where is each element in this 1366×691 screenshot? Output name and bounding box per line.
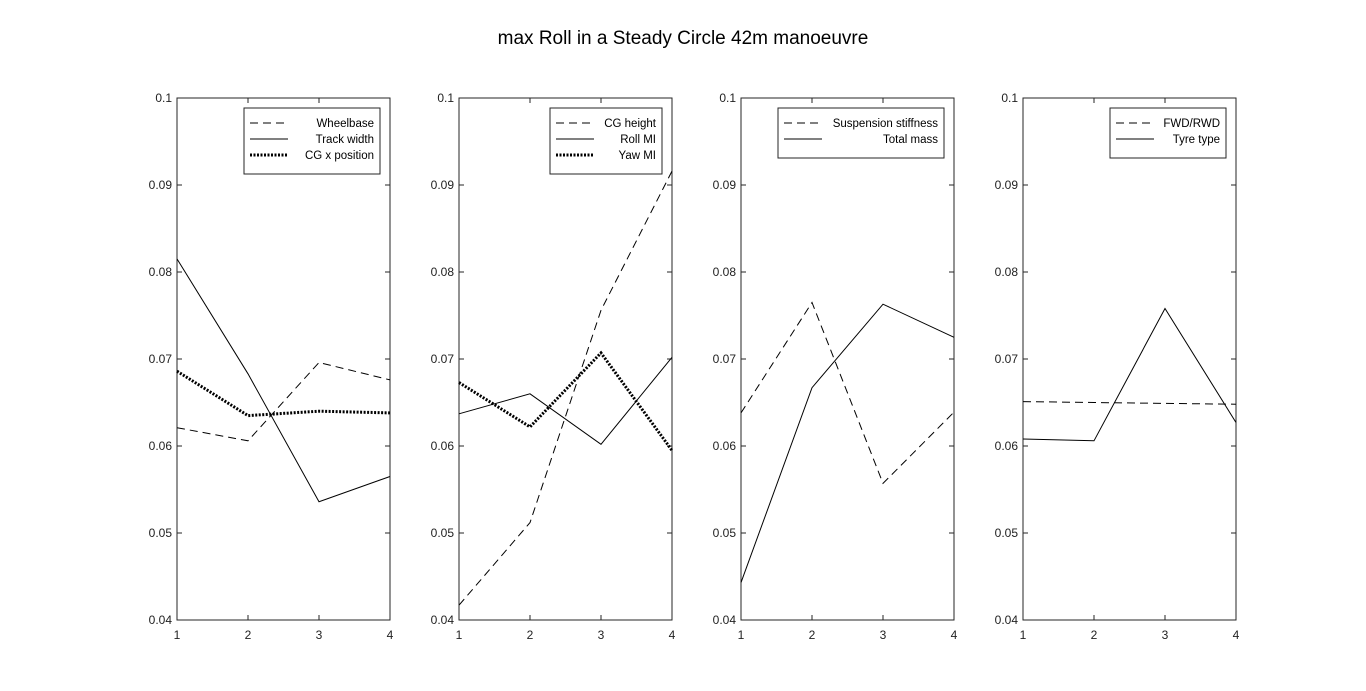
series-line-1 bbox=[740, 301, 955, 485]
x-tick-label: 2 bbox=[527, 628, 534, 642]
x-tick-label: 3 bbox=[1162, 628, 1169, 642]
legend-label: Tyre type bbox=[1173, 134, 1220, 146]
legend: Suspension stiffness Total mass bbox=[777, 107, 945, 159]
y-tick-label: 0.08 bbox=[995, 265, 1019, 279]
x-tick-label: 3 bbox=[598, 628, 605, 642]
legend: Wheelbase Track width CG x position bbox=[243, 107, 381, 175]
legend-box bbox=[777, 107, 945, 159]
legend-box bbox=[1109, 107, 1227, 159]
series-line-1 bbox=[176, 361, 391, 442]
y-tick-label: 0.08 bbox=[713, 265, 737, 279]
series-line-2 bbox=[740, 303, 955, 583]
x-tick-label: 4 bbox=[669, 628, 676, 642]
x-tick-label: 1 bbox=[174, 628, 181, 642]
series-line-1 bbox=[458, 170, 673, 606]
series-line-3 bbox=[176, 369, 391, 418]
y-tick-label: 0.06 bbox=[431, 439, 455, 453]
y-tick-label: 0.09 bbox=[149, 178, 173, 192]
y-tick-label: 0.09 bbox=[713, 178, 737, 192]
legend-label: Wheelbase bbox=[316, 118, 374, 130]
y-tick-label: 0.1 bbox=[719, 91, 736, 105]
series-line-2 bbox=[1022, 307, 1237, 442]
figure-title: max Roll in a Steady Circle 42m manoeuvr… bbox=[498, 28, 869, 49]
y-tick-label: 0.1 bbox=[155, 91, 172, 105]
y-tick-label: 0.04 bbox=[149, 613, 173, 627]
y-tick-label: 0.07 bbox=[995, 352, 1019, 366]
legend-label: Roll MI bbox=[620, 134, 656, 146]
y-tick-label: 0.07 bbox=[149, 352, 173, 366]
legend-label: Track width bbox=[316, 134, 374, 146]
x-tick-label: 3 bbox=[880, 628, 887, 642]
legend: CG height Roll MI Yaw MI bbox=[549, 107, 663, 175]
subplot-4: 0.04 0.05 0.06 0.07 0.08 0.09 0.1 1 2 3 4 FWD/RWD Ty… bbox=[995, 91, 1240, 642]
x-tick-label: 1 bbox=[456, 628, 463, 642]
legend-box bbox=[549, 107, 663, 175]
y-tick-label: 0.09 bbox=[431, 178, 455, 192]
x-tick-label: 4 bbox=[951, 628, 958, 642]
x-tick-label: 4 bbox=[387, 628, 394, 642]
y-tick-label: 0.06 bbox=[995, 439, 1019, 453]
x-tick-label: 1 bbox=[738, 628, 745, 642]
y-tick-label: 0.06 bbox=[713, 439, 737, 453]
series-line-1 bbox=[1022, 401, 1237, 405]
x-tick-label: 2 bbox=[809, 628, 816, 642]
x-tick-label: 2 bbox=[1091, 628, 1098, 642]
subplot-2: 0.04 0.05 0.06 0.07 0.08 0.09 0.1 1 2 3 4 CG height… bbox=[431, 91, 676, 642]
series-line-3 bbox=[458, 350, 674, 452]
y-tick-label: 0.04 bbox=[995, 613, 1019, 627]
y-tick-label: 0.05 bbox=[431, 526, 455, 540]
x-tick-label: 1 bbox=[1020, 628, 1027, 642]
legend-label: CG x position bbox=[305, 150, 374, 162]
legend-label: Total mass bbox=[883, 134, 938, 146]
subplots: 0.04 0.05 0.06 0.07 0.08 0.09 0.1 1 2 3 4 Wheelbase… bbox=[149, 91, 1240, 642]
x-tick-label: 4 bbox=[1233, 628, 1240, 642]
y-tick-label: 0.05 bbox=[149, 526, 173, 540]
series-line-2 bbox=[176, 258, 391, 503]
y-tick-label: 0.07 bbox=[713, 352, 737, 366]
y-tick-label: 0.04 bbox=[713, 613, 737, 627]
subplot-1: 0.04 0.05 0.06 0.07 0.08 0.09 0.1 1 2 3 4 Wheelbase… bbox=[149, 91, 394, 642]
legend-box bbox=[243, 107, 381, 175]
y-tick-label: 0.09 bbox=[995, 178, 1019, 192]
y-tick-label: 0.08 bbox=[149, 265, 173, 279]
x-tick-label: 2 bbox=[245, 628, 252, 642]
y-tick-label: 0.05 bbox=[713, 526, 737, 540]
legend-label: Yaw MI bbox=[619, 150, 657, 162]
y-tick-label: 0.1 bbox=[437, 91, 454, 105]
legend-label: Suspension stiffness bbox=[833, 118, 939, 130]
legend-label: FWD/RWD bbox=[1163, 118, 1220, 130]
y-tick-label: 0.08 bbox=[431, 265, 455, 279]
legend-label: CG height bbox=[604, 118, 657, 130]
y-tick-label: 0.05 bbox=[995, 526, 1019, 540]
legend: FWD/RWD Tyre type bbox=[1109, 107, 1227, 159]
y-tick-label: 0.1 bbox=[1001, 91, 1018, 105]
x-tick-label: 3 bbox=[316, 628, 323, 642]
y-tick-label: 0.04 bbox=[431, 613, 455, 627]
y-tick-label: 0.07 bbox=[431, 352, 455, 366]
y-tick-label: 0.06 bbox=[149, 439, 173, 453]
subplot-3: 0.04 0.05 0.06 0.07 0.08 0.09 0.1 1 2 3 4 Suspensio… bbox=[713, 91, 958, 642]
